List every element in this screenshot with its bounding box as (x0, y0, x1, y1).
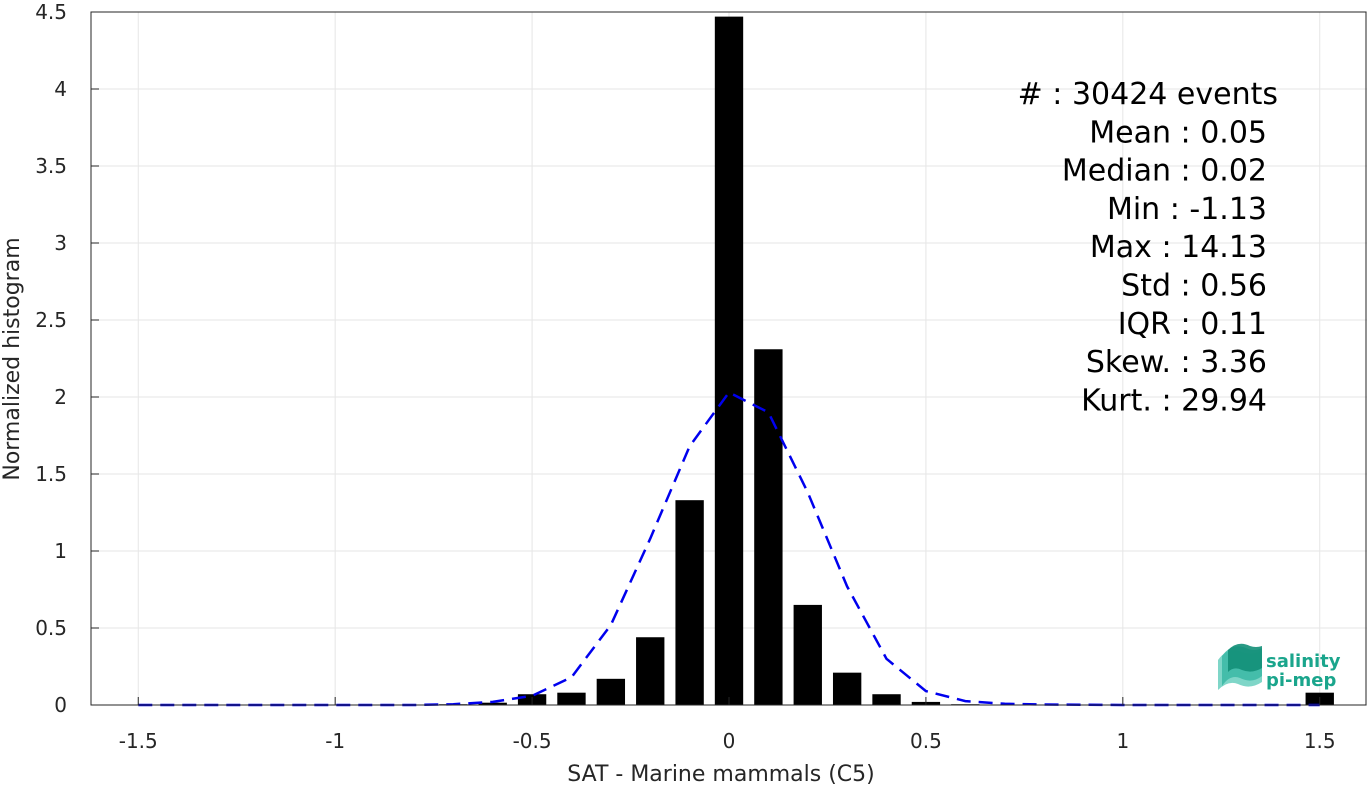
histogram-bar (832, 672, 862, 705)
histogram-bar (636, 637, 665, 705)
y-tick-label: 0 (54, 693, 67, 717)
histogram-bar (793, 604, 822, 705)
x-tick-label: 1 (1116, 729, 1129, 753)
histogram-bar (754, 349, 783, 705)
y-tick-label: 3.5 (35, 154, 67, 178)
stats-line: Min : -1.13 (1107, 192, 1267, 227)
histogram-bar (675, 500, 704, 705)
histogram-bar (596, 678, 626, 705)
logo-wave-icon (1218, 643, 1262, 690)
y-tick-label: 1 (54, 539, 67, 563)
stats-line: Kurt. : 29.94 (1081, 383, 1267, 418)
logo-line1: salinity (1266, 651, 1341, 672)
x-tick-label: 0 (723, 729, 736, 753)
stats-line: # : 30424 events (1018, 77, 1278, 112)
logo-line2: pi-mep (1266, 670, 1336, 691)
histogram-bars (439, 16, 1334, 706)
y-tick-label: 0.5 (35, 616, 67, 640)
x-tick-label: 1.5 (1304, 729, 1336, 753)
y-tick-label: 2.5 (35, 308, 67, 332)
stats-line: IQR : 0.11 (1118, 307, 1267, 342)
axis-ticks: -1.5 -1 -0.5 0 0.5 1 1.5 0 0.5 1 1.5 2 2.5 3 3.5 4 4.5 (35, 0, 1335, 753)
stats-line: Std : 0.56 (1121, 269, 1267, 304)
y-tick-label: 2 (54, 385, 67, 409)
histogram-bar (557, 692, 586, 705)
x-axis-label: SAT - Marine mammals (C5) (567, 762, 875, 785)
x-tick-label: -1 (325, 729, 345, 753)
y-axis-label: Normalized histogram (0, 237, 25, 480)
y-tick-label: 4.5 (35, 0, 67, 24)
histogram-bar (714, 16, 744, 706)
y-tick-label: 4 (54, 77, 67, 101)
salinity-pi-mep-logo: salinity pi-mep (1218, 643, 1341, 691)
stats-line: Mean : 0.05 (1089, 115, 1267, 150)
stats-line: Median : 0.02 (1062, 154, 1267, 189)
histogram-bar (872, 694, 901, 705)
stats-line: Skew. : 3.36 (1086, 345, 1267, 380)
histogram-bar (478, 702, 507, 705)
x-tick-label: 0.5 (910, 729, 942, 753)
y-tick-label: 3 (54, 231, 67, 255)
stats-line: Max : 14.13 (1090, 230, 1267, 265)
x-tick-label: -1.5 (119, 729, 158, 753)
x-tick-label: -0.5 (513, 729, 552, 753)
y-tick-label: 1.5 (35, 462, 67, 486)
